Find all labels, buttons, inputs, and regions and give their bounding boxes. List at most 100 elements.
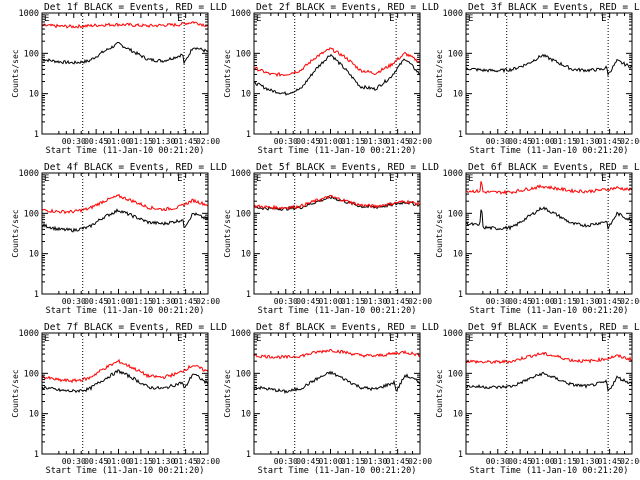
y-tick-label: 1000 xyxy=(443,169,463,179)
y-tick-label: 1000 xyxy=(19,9,39,19)
series-group xyxy=(254,349,420,394)
y-tick-label: 10 xyxy=(29,410,39,420)
y-tick-label: 10 xyxy=(241,410,251,420)
y-tick-label: 1 xyxy=(34,130,39,140)
y-axis-label: Counts/sec xyxy=(11,369,20,417)
x-tick-label: 01:15 xyxy=(129,137,153,146)
x-tick-label: 00:45 xyxy=(84,297,108,306)
axes-frame xyxy=(41,332,209,455)
series-group xyxy=(42,358,208,394)
panel-title: Det 7f BLACK = Events, RED = LLD xyxy=(44,322,227,333)
series-group xyxy=(466,181,632,231)
series-group xyxy=(254,194,420,211)
panel-title: Det 2f BLACK = Events, RED = LLD xyxy=(256,2,439,13)
x-tick-label: 01:00 xyxy=(106,137,130,146)
panel-title: Det 9f BLACK = Events, RED = LLD xyxy=(468,322,640,333)
x-tick-label: 01:15 xyxy=(129,297,153,306)
x-axis-label: Start Time (11-Jan-10 00:21:20) xyxy=(470,466,629,476)
x-tick-label: 02:00 xyxy=(408,297,432,306)
x-tick-label: 00:30 xyxy=(486,457,510,466)
y-tick-label: 1 xyxy=(458,130,463,140)
y-tick-label: 100 xyxy=(24,209,39,219)
panel-title: Det 3f BLACK = Events, RED = LLD xyxy=(468,2,640,13)
x-tick-label: 01:00 xyxy=(106,457,130,466)
axes-frame xyxy=(253,12,421,135)
y-axis-label: Counts/sec xyxy=(435,369,444,417)
y-tick-label: 1000 xyxy=(443,9,463,19)
y-tick-label: 1000 xyxy=(443,329,463,339)
y-tick-label: 100 xyxy=(236,49,251,59)
x-axis-label: Start Time (11-Jan-10 00:21:20) xyxy=(46,466,205,476)
x-tick-label: 01:00 xyxy=(530,457,554,466)
x-tick-label: 01:45 xyxy=(386,137,410,146)
events-series-line xyxy=(466,371,632,393)
x-tick-label: 00:30 xyxy=(62,457,86,466)
events-series-line xyxy=(254,370,420,394)
x-tick-label: 01:00 xyxy=(318,297,342,306)
x-tick-label: 02:00 xyxy=(620,457,640,466)
marker-label-right: E xyxy=(389,174,394,184)
y-tick-label: 1000 xyxy=(231,9,251,19)
x-tick-label: 00:30 xyxy=(274,137,298,146)
y-tick-label: 10 xyxy=(29,90,39,100)
x-tick-label: 01:45 xyxy=(598,137,622,146)
events-series-line xyxy=(466,53,632,77)
marker-label-left: E xyxy=(44,174,49,184)
y-axis-label: Counts/sec xyxy=(11,49,20,97)
x-tick-label: 01:30 xyxy=(363,137,387,146)
y-tick-label: 1000 xyxy=(231,169,251,179)
x-tick-label: 01:45 xyxy=(386,297,410,306)
x-tick-label: 01:15 xyxy=(341,137,365,146)
marker-label-right: E xyxy=(389,14,394,24)
series-group xyxy=(466,351,632,393)
lld-series-line xyxy=(42,21,208,29)
axes-frame xyxy=(253,172,421,295)
events-series-line xyxy=(254,53,420,96)
axes-frame xyxy=(253,332,421,455)
x-axis-label: Start Time (11-Jan-10 00:21:20) xyxy=(46,306,205,316)
x-tick-label: 02:00 xyxy=(408,137,432,146)
series-group xyxy=(42,21,208,65)
x-tick-label: 01:30 xyxy=(151,137,175,146)
x-tick-label: 01:30 xyxy=(575,137,599,146)
x-tick-label: 00:45 xyxy=(296,457,320,466)
x-tick-label: 01:30 xyxy=(575,457,599,466)
y-tick-label: 1 xyxy=(34,290,39,300)
marker-label-right: E xyxy=(601,14,606,24)
x-tick-label: 01:00 xyxy=(106,297,130,306)
y-tick-label: 10 xyxy=(241,250,251,260)
y-tick-label: 1 xyxy=(246,130,251,140)
y-tick-label: 1 xyxy=(34,450,39,460)
y-tick-label: 100 xyxy=(24,369,39,379)
y-axis-label: Counts/sec xyxy=(223,49,232,97)
marker-label-left: E xyxy=(468,174,473,184)
x-tick-label: 01:15 xyxy=(553,297,577,306)
marker-label-left: E xyxy=(256,14,261,24)
x-tick-label: 01:45 xyxy=(174,137,198,146)
x-tick-label: 02:00 xyxy=(196,137,220,146)
y-tick-label: 100 xyxy=(236,209,251,219)
x-tick-label: 02:00 xyxy=(408,457,432,466)
x-tick-label: 01:30 xyxy=(151,297,175,306)
x-tick-label: 02:00 xyxy=(196,297,220,306)
x-tick-label: 01:45 xyxy=(386,457,410,466)
events-series-line xyxy=(42,41,208,65)
y-tick-label: 100 xyxy=(448,209,463,219)
x-tick-label: 00:30 xyxy=(486,297,510,306)
x-tick-label: 01:15 xyxy=(553,137,577,146)
y-tick-label: 1 xyxy=(246,290,251,300)
x-tick-label: 01:15 xyxy=(129,457,153,466)
axes-frame xyxy=(465,332,633,455)
lld-series-line xyxy=(254,47,420,78)
marker-label-right: E xyxy=(601,174,606,184)
y-tick-label: 10 xyxy=(29,250,39,260)
x-tick-label: 02:00 xyxy=(196,457,220,466)
panel-title: Det 5f BLACK = Events, RED = LLD xyxy=(256,162,439,173)
y-axis-label: Counts/sec xyxy=(435,209,444,257)
